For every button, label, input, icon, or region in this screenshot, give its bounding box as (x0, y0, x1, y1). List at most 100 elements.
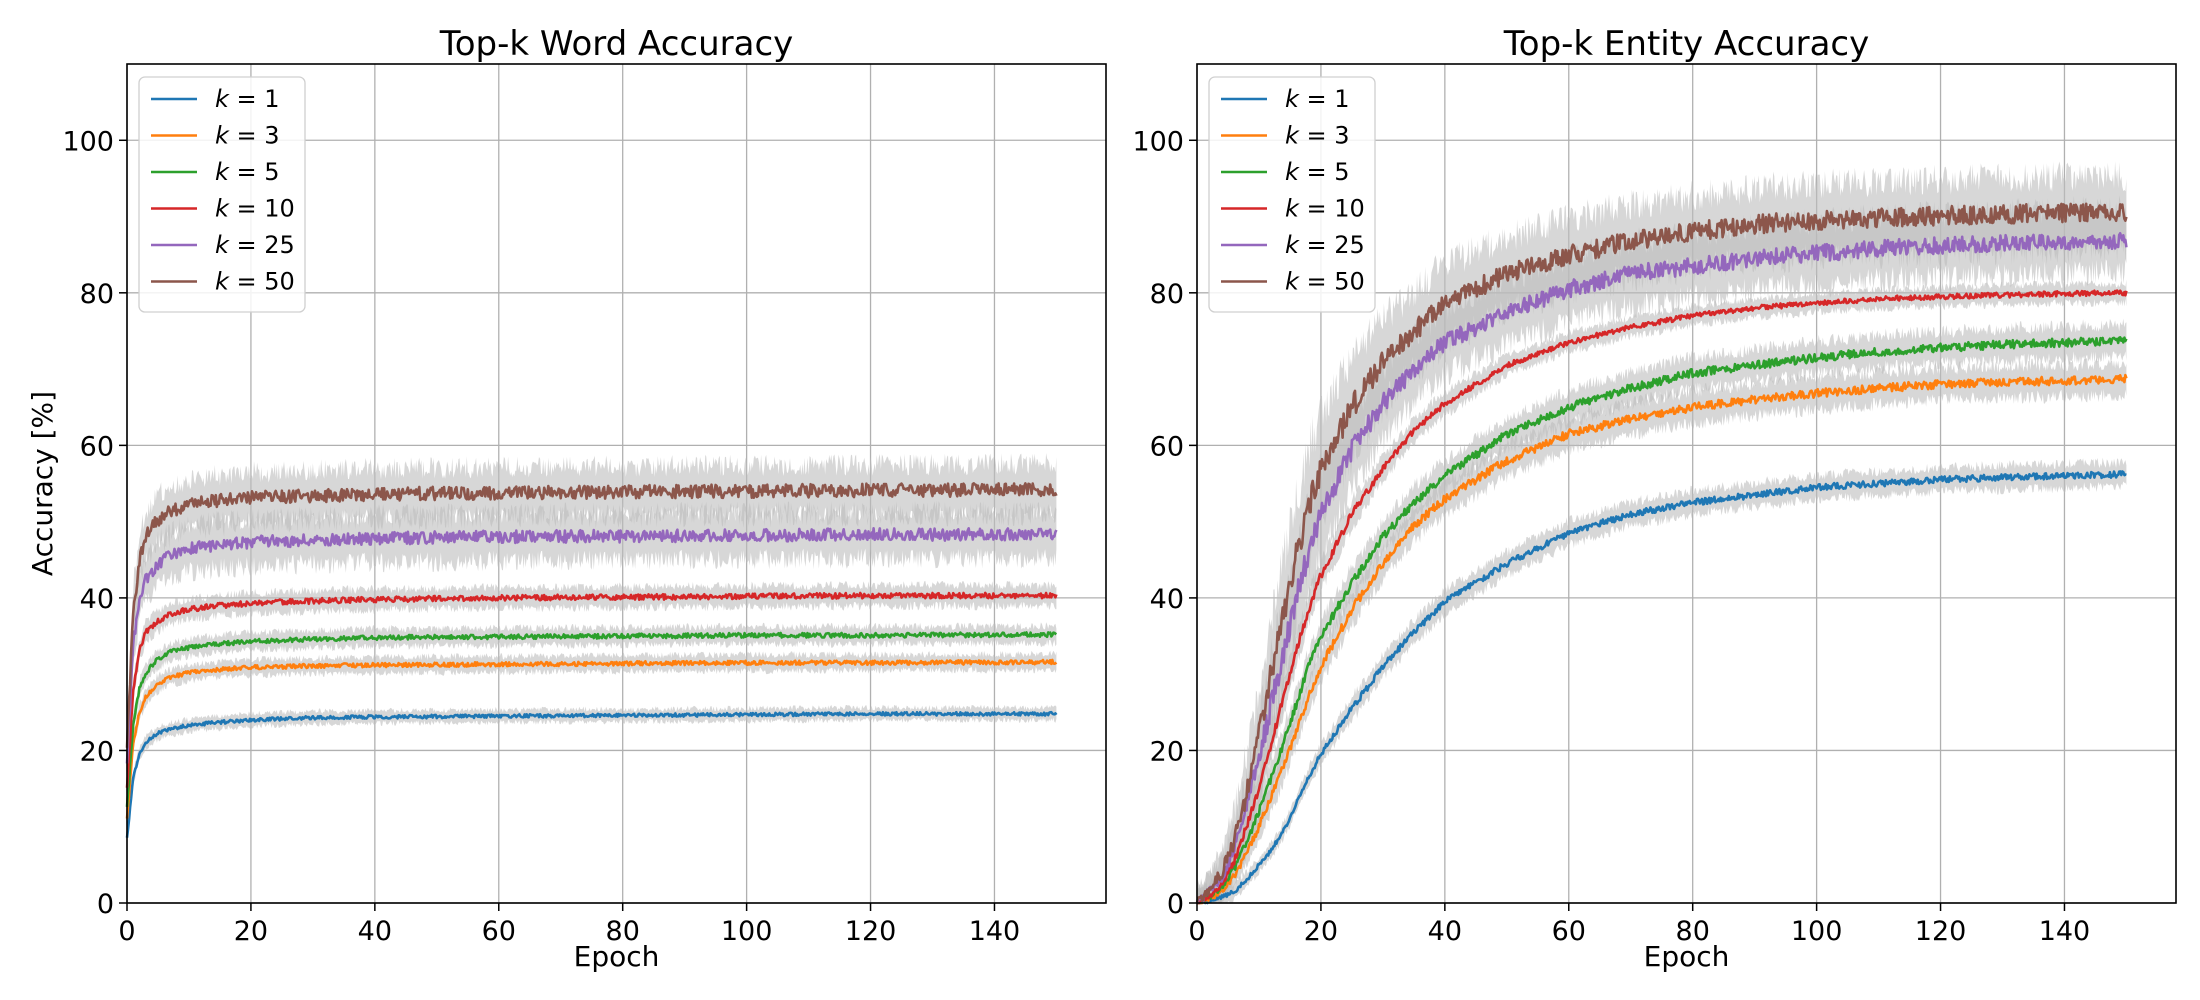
x-tick-label: 20 (1304, 916, 1338, 947)
legend-k-value: 25 (264, 231, 295, 259)
legend-equals: = (229, 231, 264, 259)
legend-k-value: 10 (1334, 195, 1365, 223)
entity-axes-frame (1196, 63, 2177, 904)
x-tick-label: 120 (1915, 916, 1967, 947)
band-word-k50 (127, 453, 1057, 782)
legend-label: k = 3 (1285, 122, 1350, 150)
y-tick-label: 60 (1150, 431, 1184, 462)
word-y-axis-label: Accuracy [%] (26, 391, 59, 576)
entity-accuracy-panel: 0 20 40 60 80 100 120 140 0 20 40 60 80 100 Top-k Enti… (1132, 24, 2177, 973)
legend-label: k = 1 (1285, 85, 1350, 113)
band-entity-k50 (1197, 161, 2127, 903)
legend-k-value: 1 (1334, 85, 1349, 113)
legend-equals: = (1299, 122, 1334, 150)
legend-k-symbol: k (215, 85, 230, 113)
x-tick-label: 140 (2039, 916, 2091, 947)
legend-equals: = (229, 268, 264, 296)
word-x-axis-label: Epoch (574, 940, 660, 973)
legend-label: k = 10 (215, 195, 295, 223)
legend-label: k = 5 (215, 158, 280, 186)
series-line-word-k1 (125, 710, 1058, 838)
series-line-entity-k5 (1195, 335, 2128, 905)
x-tick-label: 0 (1188, 916, 1205, 947)
legend-k-value: 5 (1334, 158, 1349, 186)
series-line-entity-k10 (1196, 289, 2128, 905)
legend-label: k = 50 (215, 268, 295, 296)
y-tick-label: 100 (62, 126, 114, 157)
legend-label: k = 50 (1285, 268, 1365, 296)
x-tick-label: 40 (358, 916, 392, 947)
y-tick-label: 40 (1150, 584, 1184, 615)
legend-k-symbol: k (1285, 231, 1300, 259)
y-tick-label: 80 (80, 279, 114, 310)
series-line-entity-k1 (1196, 470, 2127, 905)
series-line-entity-k25 (1195, 232, 2128, 904)
x-tick-label: 0 (118, 916, 135, 947)
legend-k-symbol: k (1285, 122, 1300, 150)
series-line-entity-k50 (1195, 202, 2128, 904)
legend-k-symbol: k (215, 195, 230, 223)
x-tick-label: 40 (1428, 916, 1462, 947)
legend-label: k = 3 (215, 122, 280, 150)
series-line-word-k5 (125, 631, 1058, 807)
band-word-k25 (127, 500, 1057, 788)
band-entity-k25 (1197, 195, 2127, 903)
legend-k-value: 25 (1334, 231, 1365, 259)
legend-k-value: 50 (1334, 268, 1365, 296)
word-lines (125, 482, 1058, 838)
legend-k-symbol: k (1285, 158, 1300, 186)
x-tick-label: 60 (482, 916, 516, 947)
legend-label: k = 25 (1285, 231, 1365, 259)
series-line-word-k25 (125, 526, 1058, 764)
series-line-word-k10 (125, 591, 1058, 788)
legend-k-symbol: k (1285, 85, 1300, 113)
legend-equals: = (1299, 85, 1334, 113)
x-tick-label: 100 (721, 916, 773, 947)
series-line-word-k3 (125, 658, 1058, 819)
legend-k-symbol: k (1285, 268, 1300, 296)
band-word-k10 (127, 580, 1057, 796)
y-tick-label: 80 (1150, 279, 1184, 310)
legend-item-entity-k25: k = 25 (1221, 231, 1365, 259)
y-tick-label: 20 (80, 736, 114, 767)
word-axes-frame (126, 63, 1107, 904)
word-accuracy-panel: 0 20 40 60 80 100 120 140 0 20 40 60 80 100 Top-k Word… (26, 24, 1107, 973)
legend-item-word-k25: k = 25 (151, 231, 295, 259)
legend-item-entity-k1: k = 1 (1221, 85, 1350, 113)
legend-item-word-k1: k = 1 (151, 85, 280, 113)
word-chart-title: Top-k Word Accuracy (439, 24, 794, 64)
legend-label: k = 1 (215, 85, 280, 113)
y-tick-label: 60 (80, 431, 114, 462)
band-word-k3 (127, 650, 1057, 827)
legend-k-value: 3 (1334, 122, 1349, 150)
legend-k-symbol: k (215, 268, 230, 296)
x-tick-label: 80 (1676, 916, 1710, 947)
legend-equals: = (229, 158, 264, 186)
legend-k-symbol: k (215, 122, 230, 150)
x-tick-label: 20 (234, 916, 268, 947)
legend-label: k = 5 (1285, 158, 1350, 186)
entity-ticks: 0 20 40 60 80 100 120 140 0 20 40 60 80 100 (1132, 126, 2090, 947)
legend-equals: = (1299, 268, 1334, 296)
band-word-k5 (127, 622, 1057, 819)
legend-item-word-k50: k = 50 (151, 268, 295, 296)
entity-legend: k = 1k = 3k = 5k = 10k = 25k = 50 (1208, 76, 1376, 313)
legend-item-entity-k50: k = 50 (1221, 268, 1365, 296)
legend-k-symbol: k (1285, 195, 1300, 223)
word-bands (127, 453, 1057, 843)
series-line-word-k50 (125, 482, 1058, 748)
legend-item-word-k10: k = 10 (151, 195, 295, 223)
legend-k-symbol: k (215, 231, 230, 259)
legend-k-value: 3 (264, 122, 279, 150)
y-tick-label: 20 (1150, 736, 1184, 767)
legend-k-value: 50 (264, 268, 295, 296)
legend-item-entity-k3: k = 3 (1221, 122, 1350, 150)
entity-bands (1197, 161, 2127, 904)
band-entity-k1 (1197, 457, 2127, 903)
legend-equals: = (229, 85, 264, 113)
entity-x-axis-label: Epoch (1644, 940, 1730, 973)
x-tick-label: 120 (845, 916, 897, 947)
legend-equals: = (229, 122, 264, 150)
word-ticks: 0 20 40 60 80 100 120 140 0 20 40 60 80 100 (62, 126, 1020, 947)
